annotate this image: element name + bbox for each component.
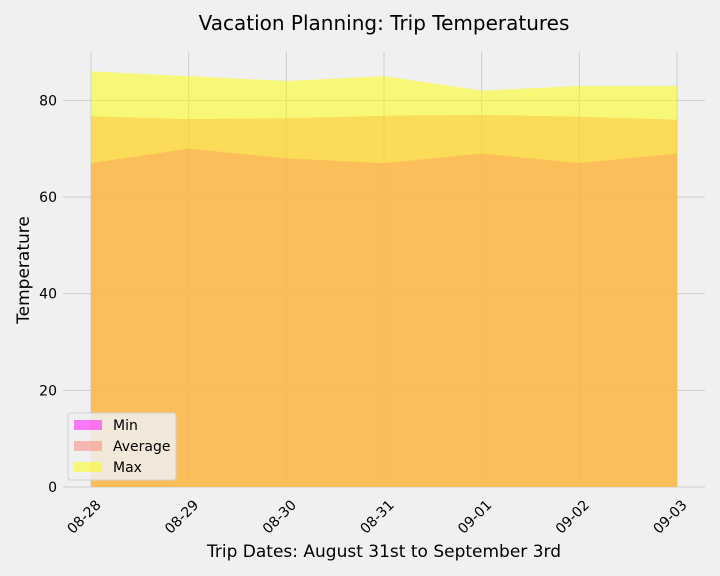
area-max: [91, 71, 677, 487]
y-tick-label: 40: [39, 287, 57, 303]
y-tick-label: 60: [39, 190, 57, 206]
area-series: [91, 71, 677, 488]
legend-label-average: Average: [113, 439, 171, 455]
legend-label-min: Min: [113, 418, 138, 434]
y-tick-label: 0: [48, 480, 57, 496]
legend-swatch-max: [74, 462, 102, 472]
chart-title: Vacation Planning: Trip Temperatures: [199, 11, 570, 35]
legend-swatch-average: [74, 441, 102, 451]
legend: Min Average Max: [67, 412, 177, 481]
y-tick-label: 20: [39, 383, 57, 399]
y-axis-label: Temperature: [14, 216, 34, 325]
legend-swatch-min: [74, 420, 102, 430]
legend-label-max: Max: [113, 460, 142, 476]
x-axis-label: Trip Dates: August 31st to September 3rd: [206, 542, 561, 562]
y-tick-label: 80: [39, 93, 57, 109]
y-tick-labels: 0 20 40 60 80: [39, 93, 57, 496]
